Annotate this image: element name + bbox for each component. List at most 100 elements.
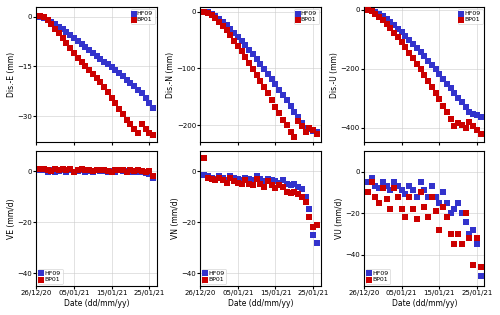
Y-axis label: Dis.-U (mm): Dis.-U (mm) bbox=[330, 52, 340, 98]
HF09 bbox=[466, 109, 473, 114]
BP01 bbox=[286, 130, 294, 135]
HF09 bbox=[212, 14, 220, 19]
HF09 bbox=[294, 114, 302, 119]
HF09 bbox=[82, 169, 90, 175]
BP01 bbox=[313, 131, 321, 136]
BP01 bbox=[78, 59, 86, 64]
BP01 bbox=[268, 183, 276, 188]
HF09 bbox=[85, 47, 93, 52]
HF09 bbox=[476, 273, 484, 278]
BP01 bbox=[249, 183, 257, 188]
HF09 bbox=[283, 98, 291, 103]
HF09 bbox=[439, 76, 447, 81]
HF09 bbox=[450, 90, 458, 95]
BP01 bbox=[78, 167, 86, 172]
BP01 bbox=[275, 183, 283, 188]
HF09 bbox=[234, 34, 242, 39]
BP01 bbox=[36, 166, 44, 171]
HF09 bbox=[405, 184, 413, 189]
BP01 bbox=[398, 40, 406, 45]
HF09 bbox=[268, 77, 276, 82]
BP01 bbox=[379, 18, 387, 23]
X-axis label: Date (dd/mm/yy): Date (dd/mm/yy) bbox=[392, 299, 457, 308]
BP01 bbox=[364, 190, 372, 195]
BP01 bbox=[70, 169, 78, 175]
HF09 bbox=[306, 207, 314, 212]
HF09 bbox=[219, 175, 227, 180]
HF09 bbox=[264, 176, 272, 181]
HF09 bbox=[260, 179, 268, 184]
HF09 bbox=[454, 200, 462, 205]
BP01 bbox=[450, 124, 458, 129]
HF09 bbox=[226, 174, 234, 179]
BP01 bbox=[219, 23, 227, 28]
BP01 bbox=[249, 66, 257, 72]
HF09 bbox=[62, 30, 70, 35]
BP01 bbox=[424, 78, 432, 83]
HF09 bbox=[372, 184, 380, 189]
HF09 bbox=[58, 168, 66, 173]
BP01 bbox=[264, 179, 272, 184]
HF09 bbox=[89, 50, 97, 55]
HF09 bbox=[364, 180, 372, 185]
Legend: HF09, BP01: HF09, BP01 bbox=[366, 269, 390, 284]
HF09 bbox=[398, 188, 406, 193]
HF09 bbox=[260, 66, 268, 72]
HF09 bbox=[446, 86, 454, 91]
BP01 bbox=[420, 204, 428, 209]
HF09 bbox=[436, 72, 444, 77]
BP01 bbox=[48, 168, 56, 173]
BP01 bbox=[252, 176, 260, 181]
HF09 bbox=[200, 173, 208, 178]
BP01 bbox=[230, 38, 238, 43]
BP01 bbox=[138, 168, 145, 173]
BP01 bbox=[386, 207, 394, 212]
BP01 bbox=[108, 95, 116, 100]
BP01 bbox=[306, 215, 314, 220]
HF09 bbox=[290, 181, 298, 186]
BP01 bbox=[55, 167, 63, 172]
HF09 bbox=[215, 174, 223, 179]
HF09 bbox=[446, 211, 454, 216]
BP01 bbox=[436, 227, 444, 232]
HF09 bbox=[78, 41, 86, 46]
HF09 bbox=[428, 62, 436, 67]
BP01 bbox=[238, 49, 246, 54]
HF09 bbox=[96, 169, 104, 174]
HF09 bbox=[230, 30, 238, 35]
BP01 bbox=[242, 54, 250, 60]
HF09 bbox=[119, 74, 127, 79]
BP01 bbox=[44, 17, 52, 22]
HF09 bbox=[55, 168, 63, 173]
HF09 bbox=[138, 90, 145, 95]
Y-axis label: Dis.-N (mm): Dis.-N (mm) bbox=[166, 52, 175, 98]
BP01 bbox=[200, 9, 208, 14]
BP01 bbox=[100, 84, 108, 89]
BP01 bbox=[290, 134, 298, 139]
HF09 bbox=[469, 227, 477, 232]
Y-axis label: VN (mm/d): VN (mm/d) bbox=[171, 198, 180, 239]
HF09 bbox=[458, 100, 466, 105]
BP01 bbox=[44, 167, 52, 172]
BP01 bbox=[290, 189, 298, 194]
HF09 bbox=[382, 17, 390, 22]
HF09 bbox=[252, 56, 260, 61]
BP01 bbox=[382, 22, 390, 27]
HF09 bbox=[92, 168, 100, 173]
BP01 bbox=[58, 167, 66, 172]
HF09 bbox=[44, 169, 52, 174]
HF09 bbox=[398, 30, 406, 35]
HF09 bbox=[286, 183, 294, 188]
HF09 bbox=[249, 52, 257, 57]
BP01 bbox=[446, 117, 454, 122]
HF09 bbox=[390, 180, 398, 185]
Y-axis label: VE (mm/d): VE (mm/d) bbox=[7, 198, 16, 239]
HF09 bbox=[413, 45, 421, 50]
HF09 bbox=[428, 184, 436, 189]
HF09 bbox=[82, 44, 90, 49]
HF09 bbox=[268, 178, 276, 183]
BP01 bbox=[126, 167, 134, 172]
BP01 bbox=[200, 156, 208, 161]
HF09 bbox=[108, 169, 116, 174]
HF09 bbox=[242, 175, 250, 180]
